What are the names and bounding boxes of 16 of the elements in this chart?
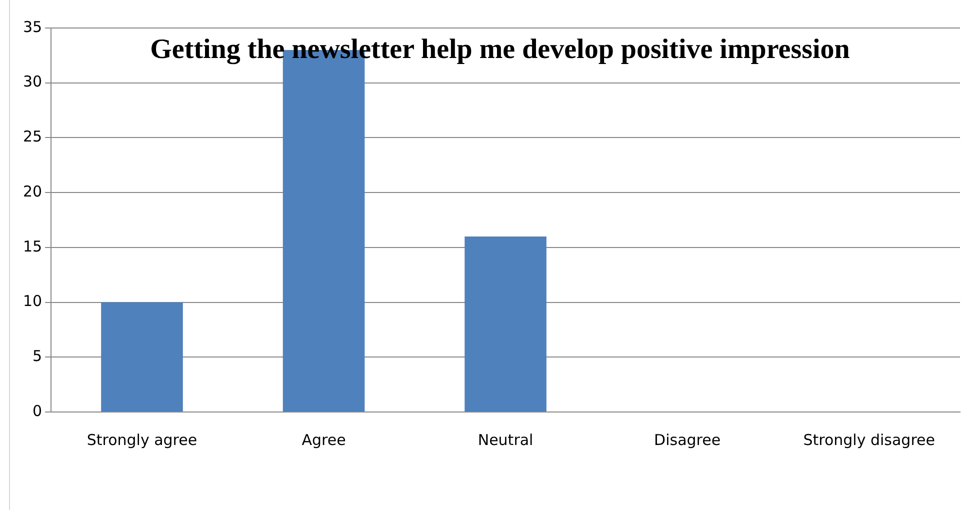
bar (464, 236, 546, 412)
x-tick-label: Disagree (654, 430, 721, 449)
x-tick-label: Strongly agree (86, 430, 198, 449)
bar (101, 302, 183, 412)
x-tick-label: Neutral (478, 430, 534, 449)
y-tick-label: 5 (32, 347, 42, 366)
y-tick-label: 25 (22, 128, 42, 146)
x-tick-label: Agree (302, 430, 346, 449)
y-tick-label: 20 (22, 182, 42, 200)
y-tick-label: 10 (22, 292, 42, 310)
y-tick-label: 0 (32, 402, 42, 420)
y-tick-label: 35 (22, 18, 42, 36)
y-tick-label: 15 (22, 237, 42, 256)
x-tick-label: Strongly disagree (803, 430, 935, 449)
y-tick-label: 30 (22, 72, 42, 91)
chart-title: Getting the newsletter help me develop positive impression (149, 34, 851, 66)
